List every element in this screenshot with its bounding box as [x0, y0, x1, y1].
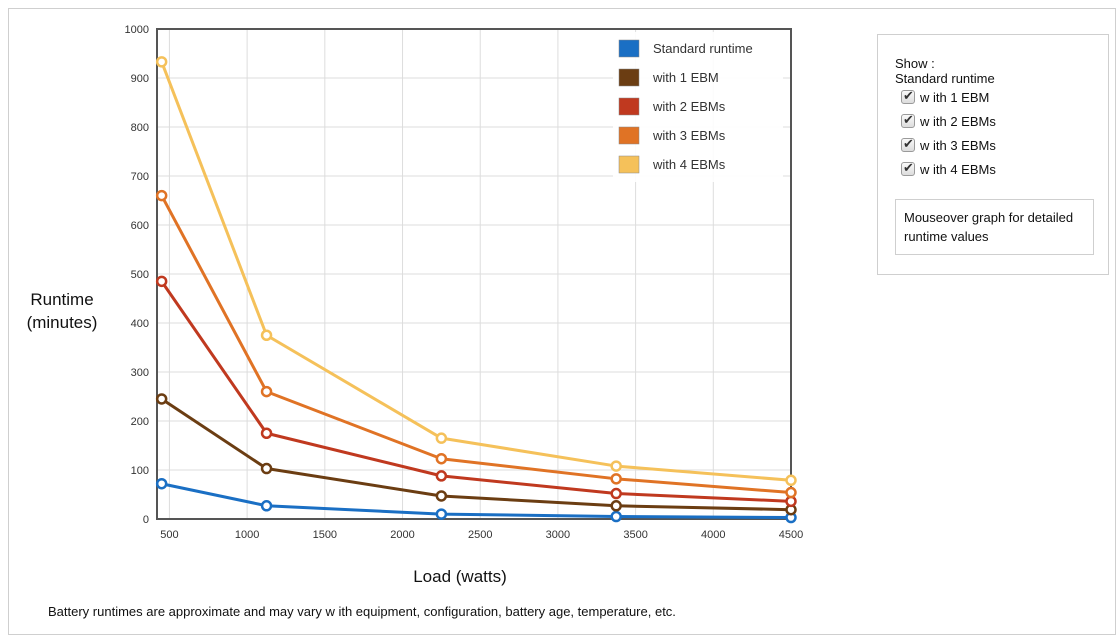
data-point — [435, 452, 448, 465]
legend-swatch — [618, 126, 640, 145]
toggle-label: w ith 2 EBMs — [920, 113, 996, 129]
data-point — [155, 477, 168, 490]
data-point — [155, 56, 168, 68]
data-point — [155, 393, 168, 405]
legend-swatch — [618, 155, 640, 174]
legend-label: with 1 EBM — [652, 70, 719, 85]
widget-frame — [8, 8, 1116, 635]
data-point — [610, 473, 622, 485]
y-tick-label: 500 — [131, 269, 149, 281]
toggle-1-ebm[interactable]: w ith 1 EBM — [901, 87, 989, 107]
data-point — [435, 490, 448, 502]
y-tick-label: 300 — [131, 367, 149, 379]
mouseover-hint: Mouseover graph for detailed runtime val… — [895, 199, 1094, 255]
data-point — [785, 486, 797, 499]
data-point — [785, 474, 797, 487]
y-tick-label: 200 — [131, 416, 149, 428]
data-point — [610, 500, 622, 512]
legend-background — [613, 32, 783, 182]
toggle-2-ebms[interactable]: w ith 2 EBMs — [901, 111, 996, 131]
data-point — [610, 460, 622, 472]
x-tick-label: 4500 — [779, 529, 803, 541]
y-axis-title-line2: (minutes) — [26, 313, 98, 332]
data-point — [260, 462, 273, 475]
y-tick-label: 600 — [131, 220, 149, 232]
x-tick-label: 3000 — [546, 529, 570, 541]
x-tick-label: 1500 — [313, 529, 337, 541]
toggle-label: w ith 1 EBM — [920, 89, 990, 105]
standard-runtime-label: Standard runtime — [895, 71, 995, 86]
series-line — [161, 482, 792, 520]
checkbox-checked-icon[interactable] — [901, 88, 915, 104]
legend-label: with 4 EBMs — [652, 157, 726, 172]
disclaimer-note: Battery runtimes are approximate and may… — [48, 604, 676, 619]
legend-label: with 2 EBMs — [652, 99, 726, 114]
toggle-label: w ith 3 EBMs — [920, 137, 996, 153]
data-point — [260, 385, 273, 398]
y-tick-label: 400 — [131, 318, 149, 330]
checkbox-checked-icon[interactable] — [901, 160, 915, 176]
data-point — [260, 329, 273, 341]
runtime-chart[interactable]: 0 100 200 300 400 500 600 700 800 900 1000 500 1000 1… — [0, 0, 870, 600]
y-axis-title: Runtime (minutes) — [22, 288, 102, 334]
legend-label: Standard runtime — [653, 41, 753, 56]
toggle-4-ebms[interactable]: w ith 4 EBMs — [901, 159, 996, 179]
x-tick-label: 4000 — [701, 529, 725, 541]
y-tick-label: 900 — [131, 73, 149, 85]
panel-title: Show : — [895, 56, 935, 71]
toggle-label: w ith 4 EBMs — [920, 161, 996, 177]
x-tick-label: 2000 — [390, 529, 414, 541]
checkbox-checked-icon[interactable] — [901, 112, 915, 128]
x-tick-label: 2500 — [468, 529, 492, 541]
toggle-3-ebms[interactable]: w ith 3 EBMs — [901, 135, 996, 155]
legend-swatch — [618, 97, 640, 116]
data-point — [435, 508, 448, 520]
y-tick-label: 700 — [131, 171, 149, 183]
data-point — [155, 189, 168, 202]
y-tick-label: 800 — [131, 122, 149, 134]
data-point — [435, 432, 448, 444]
y-tick-label: 0 — [143, 514, 149, 526]
x-axis-title: Load (watts) — [413, 567, 507, 586]
data-point — [155, 275, 168, 288]
data-point — [610, 510, 622, 523]
legend-label: with 3 EBMs — [652, 128, 726, 143]
x-tick-label: 500 — [160, 529, 178, 541]
legend-swatch — [618, 68, 640, 87]
y-tick-label: 100 — [131, 465, 149, 477]
y-tick-label: 1000 — [125, 24, 149, 36]
data-point — [260, 500, 273, 512]
data-point — [610, 487, 622, 500]
series-toggle-panel: Show : Standard runtime w ith 1 EBM w it… — [877, 34, 1109, 275]
series-line — [160, 280, 792, 503]
x-tick-label: 1000 — [235, 529, 259, 541]
data-point — [260, 427, 273, 439]
x-tick-label: 3500 — [623, 529, 647, 541]
series-line — [160, 194, 792, 495]
y-axis-title-line1: Runtime — [30, 290, 94, 309]
plot-area-border — [156, 28, 792, 520]
legend-swatch — [618, 39, 640, 58]
data-point — [435, 470, 448, 482]
checkbox-checked-icon[interactable] — [901, 136, 915, 152]
